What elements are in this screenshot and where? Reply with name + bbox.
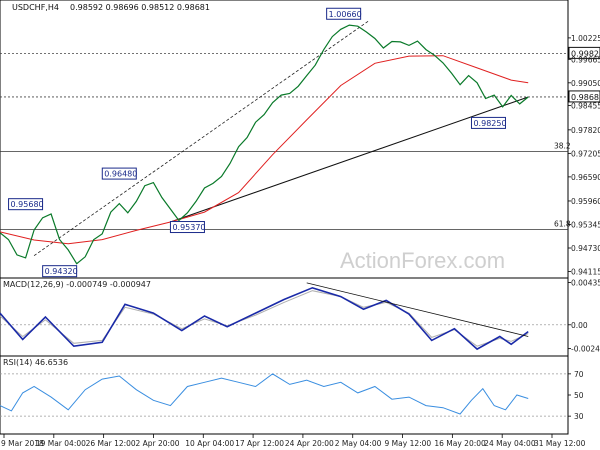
y-tick-label-4: 0.98681 <box>571 93 600 102</box>
rsi-y-tick-label-1: 50 <box>574 391 584 400</box>
annotation-label-4: 0.95370 <box>172 223 205 232</box>
fib-label-1: 61.8 <box>554 220 571 229</box>
price-y-axis: 1.00225 0.998200.99665 0.99050 0.986810.984… <box>568 34 600 277</box>
y-tick-label-11: 0.94730 <box>571 244 600 253</box>
x-tick-label-4: 10 Apr 04:00 <box>185 439 234 448</box>
fib-levels: 38.2 61.8 <box>0 142 571 231</box>
annotation-label-1: 0.96480 <box>104 170 137 179</box>
x-tick-label-3: 2 Apr 20:00 <box>135 439 179 448</box>
chart-header-symbol: USDCHF,H4 <box>12 3 59 12</box>
fib-label-0: 38.2 <box>554 142 571 151</box>
chart-header-ohlc: 0.98592 0.98696 0.98512 0.98681 <box>70 3 210 12</box>
x-tick-label-0: 9 Mar 2018 <box>1 439 44 448</box>
macd-y-tick-label-1: 0.00 <box>571 321 588 330</box>
annotation-label-0: 1.00660 <box>329 10 362 19</box>
rsi-panel <box>0 355 569 435</box>
rsi-y-tick-label-2: 30 <box>574 412 584 421</box>
y-tick-label-8: 0.96590 <box>571 173 600 182</box>
y-tick-label-5: 0.98455 <box>571 102 600 111</box>
x-tick-label-10: 24 May 04:00 <box>484 439 536 448</box>
annotation-label-2: 0.95680 <box>11 200 44 209</box>
y-tag-bg-1 <box>568 46 600 59</box>
price-line <box>0 24 529 265</box>
annotation-box-3 <box>42 265 78 278</box>
annotation-label-3: 0.94320 <box>45 267 78 276</box>
annotation-box-0 <box>326 7 362 20</box>
y-tag-bg-4 <box>568 90 600 103</box>
y-tick-label-6: 0.97820 <box>571 126 600 135</box>
moving-average-line <box>0 55 529 245</box>
annotation-box-5 <box>470 116 506 129</box>
x-tick-label-9: 16 May 20:00 <box>434 439 486 448</box>
y-tick-label-9: 0.95960 <box>571 197 600 206</box>
x-tick-label-1: 19 Mar 04:00 <box>36 439 86 448</box>
y-tick-label-2: 0.99665 <box>571 55 600 64</box>
y-tick-label-0: 1.00225 <box>571 34 600 43</box>
y-tick-label-7: 0.97205 <box>571 149 600 158</box>
x-tick-label-8: 9 May 12:00 <box>385 439 432 448</box>
annotation-box-4 <box>169 221 205 234</box>
channel-line <box>33 20 370 256</box>
rsi-lines: 70 50 30 <box>0 370 584 421</box>
x-tick-label-11: 31 May 12:00 <box>534 439 586 448</box>
y-tick-label-3: 0.99050 <box>571 79 600 88</box>
macd-label: MACD(12,26,9) -0.000749 -0.000947 <box>3 280 151 289</box>
x-tick-label-5: 17 Apr 12:00 <box>235 439 284 448</box>
x-tick-label-7: 2 May 04:00 <box>335 439 382 448</box>
price-lines <box>0 20 568 265</box>
rsi-label: RSI(14) 46.6536 <box>3 358 68 367</box>
trend-line <box>170 96 529 223</box>
y-tick-label-12: 0.94115 <box>571 268 600 277</box>
annotation-box-2 <box>8 198 44 211</box>
annotation-box-1 <box>101 167 137 180</box>
price-panel <box>0 0 569 279</box>
macd-main-line <box>0 286 529 351</box>
macd-lines: 0.004351 0.00 -0.002448 <box>0 278 600 354</box>
x-tick-label-6: 24 Apr 20:00 <box>285 439 334 448</box>
rsi-line <box>0 373 529 415</box>
chart-watermark: ActionForex.com <box>340 248 505 273</box>
rsi-y-tick-label-0: 70 <box>574 370 584 379</box>
y-tick-label-10: 0.95345 <box>571 220 600 229</box>
annotation-label-5: 0.98250 <box>473 119 506 128</box>
macd-y-tick-label-2: -0.002448 <box>571 345 600 354</box>
macd-trend-line <box>306 282 529 337</box>
annotations: 1.00660 0.96480 0.95680 0.94320 0.95370 0.982… <box>8 7 507 278</box>
macd-y-tick-label-0: 0.004351 <box>571 278 600 287</box>
x-tick-label-2: 26 Mar 12:00 <box>86 439 136 448</box>
